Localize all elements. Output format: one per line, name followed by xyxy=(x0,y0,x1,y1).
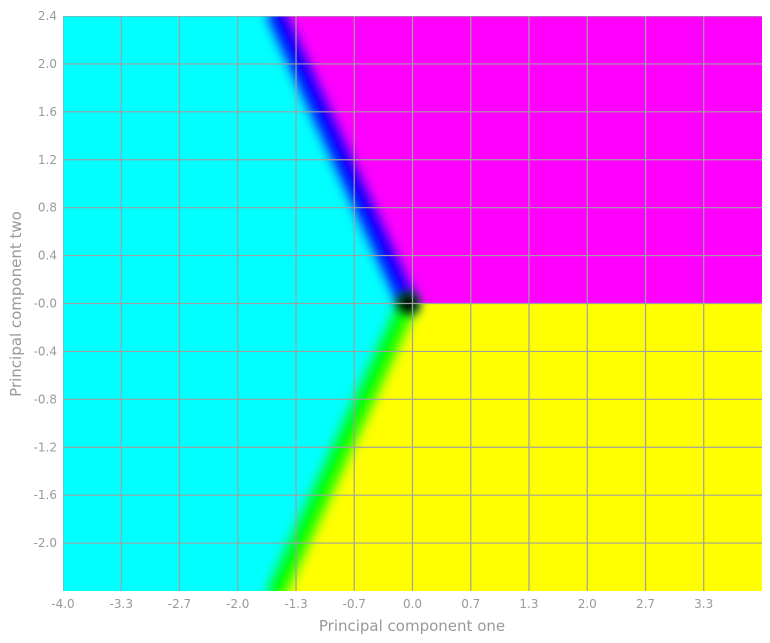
x-tick-label: 2.0 xyxy=(578,597,597,611)
y-tick-label: -2.0 xyxy=(34,536,57,550)
y-tick-label: -0.0 xyxy=(34,297,57,311)
x-tick-label: -3.3 xyxy=(110,597,133,611)
x-tick-label: -0.7 xyxy=(343,597,366,611)
x-tick-label: -2.0 xyxy=(226,597,249,611)
x-tick-label: -4.0 xyxy=(51,597,74,611)
y-tick-label: 2.0 xyxy=(38,57,57,71)
x-tick-label: 0.7 xyxy=(461,597,480,611)
y-tick-label: -1.6 xyxy=(34,488,57,502)
x-axis-label: Principal component one xyxy=(319,617,505,635)
y-tick-label: 2.4 xyxy=(38,9,57,23)
y-tick-label: 0.4 xyxy=(38,249,57,263)
x-tick-labels: -4.0 -3.3 -2.7 -2.0 -1.3 -0.7 0.0 0.7 1.3 2.0 2.7 3… xyxy=(51,597,713,611)
x-tick-label: -2.7 xyxy=(168,597,191,611)
x-tick-label: -1.3 xyxy=(284,597,307,611)
x-tick-label: 2.7 xyxy=(636,597,655,611)
y-tick-label: 1.6 xyxy=(38,105,57,119)
y-tick-label: 1.2 xyxy=(38,153,57,167)
y-tick-label: -0.4 xyxy=(34,344,57,358)
y-tick-labels: 2.4 2.0 1.6 1.2 0.8 0.4 -0.0 -0.4 -0.8 -1.2 -1.6 -2… xyxy=(34,9,57,550)
x-tick-label: 1.3 xyxy=(519,597,538,611)
y-tick-label: 0.8 xyxy=(38,201,57,215)
plot-area xyxy=(63,16,762,591)
x-tick-label: 3.3 xyxy=(694,597,713,611)
y-tick-label: -0.8 xyxy=(34,392,57,406)
x-tick-label: 0.0 xyxy=(403,597,422,611)
y-axis-label: Principal component two xyxy=(7,211,25,397)
grid-lines xyxy=(63,16,762,591)
y-tick-label: -1.2 xyxy=(34,440,57,454)
